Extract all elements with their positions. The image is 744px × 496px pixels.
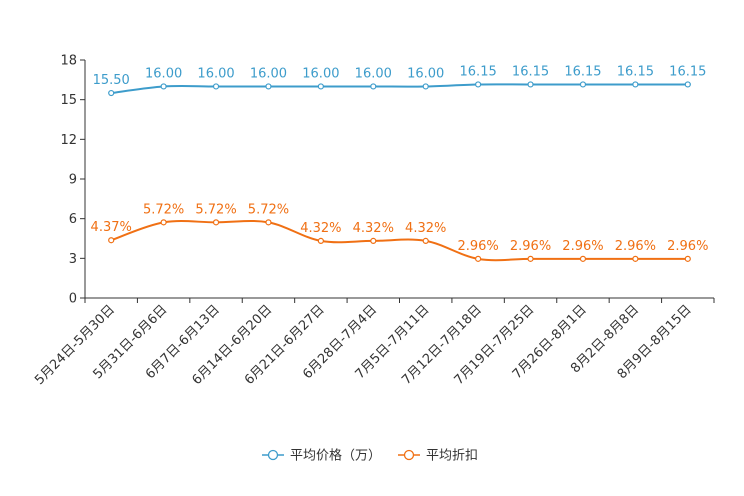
series-1-point bbox=[422, 237, 429, 244]
series-1-point bbox=[579, 255, 587, 262]
series-0-point bbox=[475, 81, 482, 88]
series-0-data-label: 16.00 bbox=[250, 66, 287, 81]
legend-0-label: 平均价格（万） bbox=[290, 448, 381, 464]
y-tick-label: 0 bbox=[69, 292, 77, 307]
series-0-point bbox=[579, 81, 587, 88]
series-0-data-label: 16.15 bbox=[512, 64, 549, 79]
series-0-point bbox=[684, 81, 691, 88]
series-1-data-label: 4.32% bbox=[353, 221, 394, 236]
y-tick-label: 12 bbox=[60, 133, 77, 148]
series-1-point bbox=[160, 219, 167, 226]
series-0-data-label: 16.15 bbox=[460, 64, 497, 79]
series-0-data-label: 16.00 bbox=[145, 66, 182, 81]
series-1-data-label: 4.32% bbox=[405, 221, 446, 236]
series-1-data-label: 2.96% bbox=[457, 239, 498, 254]
series-0-data-label: 16.00 bbox=[302, 66, 339, 81]
series-0-point bbox=[108, 89, 115, 97]
series-0-data-label: 16.00 bbox=[407, 66, 444, 81]
legend-1-label: 平均折扣 bbox=[426, 449, 478, 464]
legend-0-marker bbox=[267, 449, 279, 461]
series-1-data-label: 2.96% bbox=[667, 239, 708, 254]
series-1-point bbox=[475, 255, 482, 262]
series-1-data-label: 4.37% bbox=[91, 220, 132, 235]
series-1-data-label: 5.72% bbox=[248, 202, 289, 217]
y-tick-label: 18 bbox=[60, 54, 77, 69]
series-1-data-label: 2.96% bbox=[615, 239, 656, 254]
series-1-point bbox=[108, 237, 115, 244]
series-1-data-label: 5.72% bbox=[143, 202, 184, 217]
series-1: 4.37% 5.72% 5.72% 5.72% 4.32% 4.32% 4.32% 2.96%… bbox=[91, 202, 708, 262]
series-0-data-label: 15.50 bbox=[93, 73, 130, 88]
series-1-data-label: 2.96% bbox=[562, 239, 603, 254]
series-0-point bbox=[265, 83, 272, 90]
series-0-point bbox=[317, 83, 324, 90]
series-0-point bbox=[370, 83, 377, 90]
legend-item-1[interactable]: 平均折扣 bbox=[398, 449, 478, 464]
chart-series: 15.50 16.00 16.00 16.00 16.00 16.00 16.00 16.15… bbox=[91, 64, 708, 262]
series-0-point bbox=[632, 81, 639, 88]
series-1-line bbox=[110, 219, 688, 262]
series-1-data-label: 5.72% bbox=[195, 202, 236, 217]
y-tick-label: 6 bbox=[69, 212, 77, 227]
y-tick-label: 3 bbox=[69, 252, 77, 267]
series-0-point bbox=[212, 83, 220, 90]
chart-legend[interactable]: 平均价格（万） 平均折扣 bbox=[262, 448, 478, 464]
series-0-data-label: 16.15 bbox=[669, 64, 706, 79]
series-0: 15.50 16.00 16.00 16.00 16.00 16.00 16.00 16.15… bbox=[93, 64, 706, 97]
series-0-point bbox=[422, 83, 429, 90]
series-1-point bbox=[317, 237, 324, 244]
series-0-point bbox=[527, 81, 534, 88]
y-tick-label: 9 bbox=[69, 173, 77, 188]
series-0-data-label: 16.15 bbox=[617, 64, 654, 79]
series-0-data-label: 16.00 bbox=[197, 66, 234, 81]
series-1-point bbox=[370, 237, 377, 244]
series-1-point bbox=[527, 255, 534, 262]
series-1-point bbox=[684, 255, 691, 262]
series-0-data-label: 16.15 bbox=[564, 64, 601, 79]
series-1-data-label: 2.96% bbox=[510, 239, 551, 254]
legend-1-marker bbox=[403, 449, 415, 461]
series-0-data-label: 16.00 bbox=[355, 66, 392, 81]
series-1-point bbox=[632, 255, 639, 262]
series-1-point bbox=[265, 219, 272, 226]
series-0-point bbox=[160, 83, 167, 90]
y-tick-label: 15 bbox=[60, 93, 77, 108]
legend-item-0[interactable]: 平均价格（万） bbox=[262, 448, 381, 464]
series-1-data-label: 4.32% bbox=[300, 221, 341, 236]
series-0-line bbox=[111, 83, 688, 95]
series-1-point bbox=[212, 219, 220, 226]
